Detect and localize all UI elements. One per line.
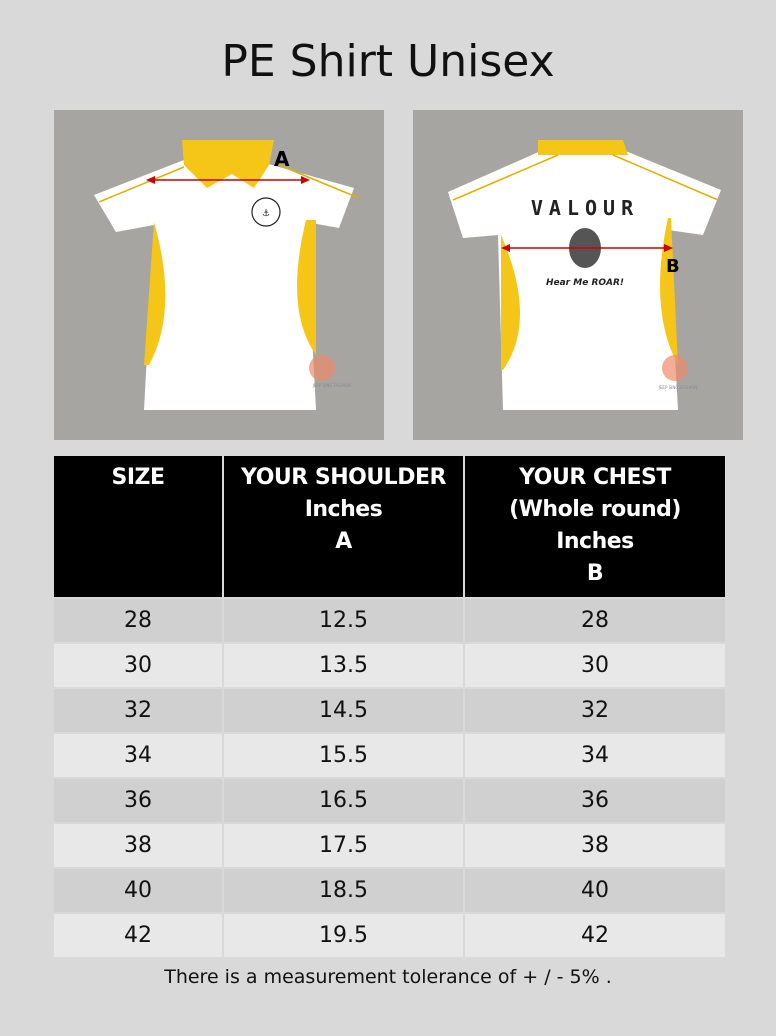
print-title: VALOUR xyxy=(531,196,639,220)
header-chest: YOUR CHEST (Whole round) Inches B xyxy=(465,456,725,597)
table-row: 36 16.5 36 xyxy=(54,779,725,822)
shoulder-cell: 18.5 xyxy=(224,869,463,912)
front-shirt-image: ⚓ A JEEP SING FASHION xyxy=(54,110,384,440)
shoulder-cell: 16.5 xyxy=(224,779,463,822)
size-cell: 28 xyxy=(54,599,222,642)
header-shoulder: YOUR SHOULDER Inches A xyxy=(224,456,463,597)
table-header-row: SIZE YOUR SHOULDER Inches A YOUR CHEST (Who… xyxy=(54,456,725,597)
svg-text:JEEP SING FASHION: JEEP SING FASHION xyxy=(658,385,698,390)
chest-cell: 30 xyxy=(465,644,725,687)
chest-cell: 32 xyxy=(465,689,725,732)
size-table: SIZE YOUR SHOULDER Inches A YOUR CHEST (Who… xyxy=(52,454,727,959)
size-cell: 34 xyxy=(54,734,222,777)
table-row: 42 19.5 42 xyxy=(54,914,725,957)
chest-cell: 40 xyxy=(465,869,725,912)
chest-cell: 36 xyxy=(465,779,725,822)
shoulder-cell: 19.5 xyxy=(224,914,463,957)
page-title: PE Shirt Unisex xyxy=(221,36,555,87)
shoulder-cell: 12.5 xyxy=(224,599,463,642)
table-row: 28 12.5 28 xyxy=(54,599,725,642)
back-shirt-image: VALOUR Hear Me ROAR! B JEEP SING FASHION xyxy=(413,110,743,440)
shoulder-cell: 17.5 xyxy=(224,824,463,867)
size-cell: 42 xyxy=(54,914,222,957)
shoulder-cell: 14.5 xyxy=(224,689,463,732)
table-row: 40 18.5 40 xyxy=(54,869,725,912)
table-row: 32 14.5 32 xyxy=(54,689,725,732)
size-cell: 36 xyxy=(54,779,222,822)
marker-a: A xyxy=(274,147,290,171)
svg-text:JEEP SING FASHION: JEEP SING FASHION xyxy=(312,383,352,388)
shoulder-cell: 13.5 xyxy=(224,644,463,687)
size-cell: 38 xyxy=(54,824,222,867)
chest-cell: 42 xyxy=(465,914,725,957)
chest-cell: 34 xyxy=(465,734,725,777)
svg-text:⚓: ⚓ xyxy=(262,209,270,219)
shoulder-cell: 15.5 xyxy=(224,734,463,777)
chest-cell: 28 xyxy=(465,599,725,642)
table-row: 34 15.5 34 xyxy=(54,734,725,777)
chest-cell: 38 xyxy=(465,824,725,867)
marker-b: B xyxy=(666,256,680,277)
table-row: 30 13.5 30 xyxy=(54,644,725,687)
size-cell: 30 xyxy=(54,644,222,687)
table-row: 38 17.5 38 xyxy=(54,824,725,867)
header-size: SIZE xyxy=(54,456,222,597)
size-cell: 40 xyxy=(54,869,222,912)
size-cell: 32 xyxy=(54,689,222,732)
tolerance-note: There is a measurement tolerance of + / … xyxy=(164,966,612,988)
print-slogan: Hear Me ROAR! xyxy=(546,278,624,288)
